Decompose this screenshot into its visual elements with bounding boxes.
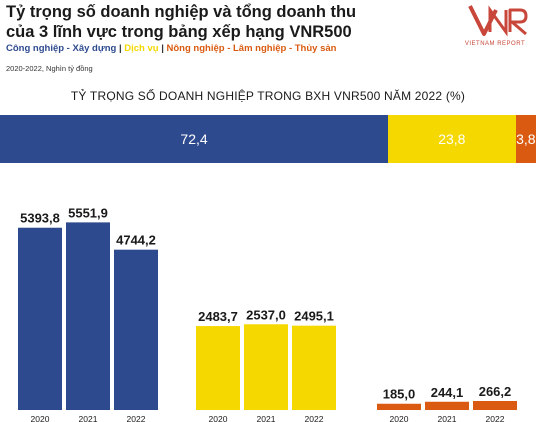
- category-label: 2021: [79, 414, 98, 422]
- legend-separator: |: [116, 43, 125, 54]
- category-label: 2022: [127, 414, 146, 422]
- bar-value-label: 244,1: [431, 385, 464, 400]
- stacked-bar: 72,4 23,8 3,8: [0, 115, 536, 163]
- bar-value-label: 2495,1: [294, 309, 334, 324]
- category-label: 2021: [257, 414, 276, 422]
- bar-value-label: 5551,9: [68, 205, 108, 220]
- category-label: 2020: [390, 414, 409, 422]
- chart-title: Tỷ trọng số doanh nghiệp và tổng doanh t…: [6, 2, 426, 42]
- bar-1-1: [244, 324, 288, 410]
- bar-2-0: [377, 403, 421, 410]
- unit-note: 2020-2022, Nghìn tỷ đồng: [6, 64, 93, 73]
- bar-1-2: [292, 325, 336, 410]
- stacked-segment-1: 23,8: [388, 115, 516, 163]
- bar-value-label: 266,2: [479, 384, 512, 399]
- bar-value-label: 185,0: [383, 387, 416, 402]
- bar-value-label: 4744,2: [116, 233, 156, 248]
- title-line-2: của 3 lĩnh vực trong bảng xếp hạng VNR50…: [6, 23, 352, 41]
- category-label: 2020: [209, 414, 228, 422]
- bar-0-1: [66, 222, 110, 410]
- legend-separator: |: [158, 43, 167, 54]
- bar-0-2: [114, 249, 158, 410]
- stacked-segment-0: 72,4: [0, 115, 389, 163]
- vnr-logo: [468, 5, 528, 37]
- logo-subtitle: VIETNAM REPORT: [464, 41, 526, 47]
- legend: Công nghiệp - Xây dựng | Dịch vụ | Nông …: [6, 43, 336, 54]
- bar-value-label: 2537,0: [246, 307, 286, 322]
- bar-2-2: [473, 401, 517, 410]
- grouped-bar-chart: 5393,8 2020 5551,9 2021 4744,2 2022 2483,7 2020…: [18, 205, 517, 422]
- category-label: 2020: [31, 414, 50, 422]
- bar-value-label: 5393,8: [20, 211, 60, 226]
- bar-value-label: 2483,7: [198, 309, 238, 324]
- bar-1-0: [196, 326, 240, 410]
- bar-2-1: [425, 401, 469, 410]
- legend-item-services: Dịch vụ: [124, 43, 159, 54]
- legend-item-agriculture: Nông nghiệp - Lâm nghiệp - Thủy sản: [166, 43, 337, 54]
- title-line-1: Tỷ trọng số doanh nghiệp và tổng doanh t…: [6, 3, 357, 21]
- stacked-bar-title: TỶ TRỌNG SỐ DOANH NGHIỆP TRONG BXH VNR50…: [70, 89, 466, 103]
- stacked-segment-2: 3,8: [515, 115, 536, 163]
- bar-0-0: [18, 227, 62, 410]
- category-label: 2022: [305, 414, 324, 422]
- category-label: 2022: [486, 414, 505, 422]
- legend-item-industry: Công nghiệp - Xây dựng: [6, 43, 117, 54]
- category-label: 2021: [438, 414, 457, 422]
